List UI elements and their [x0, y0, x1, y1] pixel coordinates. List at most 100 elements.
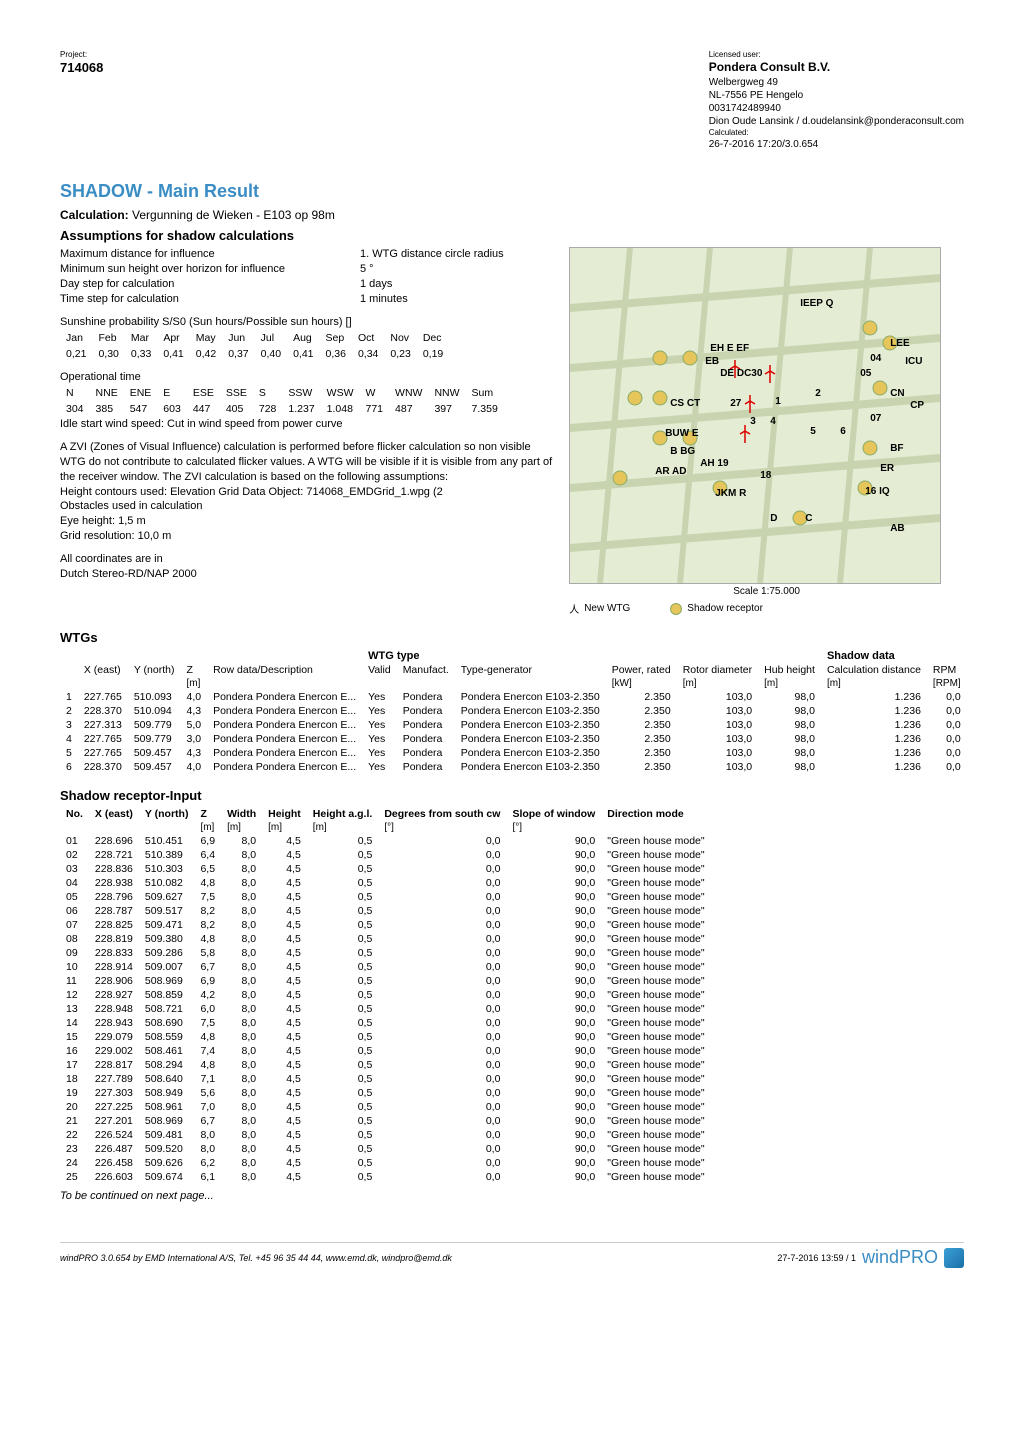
map-label: DE DC30	[720, 368, 762, 379]
table-row: 4227.765509.7793,0Pondera Pondera Enerco…	[60, 732, 967, 746]
map-label: BF	[890, 443, 903, 454]
param-label: Time step for calculation	[60, 292, 360, 307]
wtgs-title: WTGs	[60, 630, 964, 645]
optime-table: NNNEENEEESESSESSSWWSWWWNWNNWSum304385547…	[60, 385, 504, 417]
table-row: 12228.927508.8594,28,04,50,50,090,0"Gree…	[60, 988, 711, 1002]
table-row: 14228.943508.6907,58,04,50,50,090,0"Gree…	[60, 1016, 711, 1030]
map-label: ER	[880, 463, 894, 474]
coord-line: Dutch Stereo-RD/NAP 2000	[60, 567, 557, 582]
table-row: 13228.948508.7216,08,04,50,50,090,0"Gree…	[60, 1002, 711, 1016]
calculation-value: Vergunning de Wieken - E103 op 98m	[132, 208, 335, 222]
shadow-receptor-title: Shadow receptor-Input	[60, 788, 964, 803]
param-row: Time step for calculation1 minutes	[60, 292, 557, 307]
sr-col-slope: Slope of window	[506, 807, 601, 821]
map-legend: 人New WTG Shadow receptor	[569, 601, 964, 616]
project-block: Project: 714068	[60, 50, 103, 151]
map-label: EB	[705, 356, 719, 367]
table-row: 2228.370510.0944,3Pondera Pondera Enerco…	[60, 704, 967, 718]
calculated-ts: 26-7-2016 17:20/3.0.654	[709, 138, 964, 151]
col-hub: Hub height	[758, 663, 821, 677]
table-row: 10228.914509.0076,78,04,50,50,090,0"Gree…	[60, 960, 711, 974]
footer-left: windPRO 3.0.654 by EMD International A/S…	[60, 1253, 452, 1263]
map-label: D	[770, 513, 777, 524]
zvi-line: Obstacles used in calculation	[60, 499, 557, 514]
col-calc: Calculation distance	[821, 663, 927, 677]
table-row: 04228.938510.0824,88,04,50,50,090,0"Gree…	[60, 876, 711, 890]
sr-col-z: Z	[194, 807, 221, 821]
licensed-phone: 0031742489940	[709, 102, 964, 115]
map-label: IEEP Q	[800, 298, 833, 309]
table-row: 05228.796509.6277,58,04,50,50,090,0"Gree…	[60, 890, 711, 904]
map-label: 18	[760, 470, 771, 481]
param-row: Day step for calculation1 days	[60, 277, 557, 292]
table-row: 23226.487509.5208,08,04,50,50,090,0"Gree…	[60, 1142, 711, 1156]
table-row: 19227.303508.9495,68,04,50,50,090,0"Gree…	[60, 1086, 711, 1100]
licensed-addr2: NL-7556 PE Hengelo	[709, 89, 964, 102]
zvi-line: Height contours used: Elevation Grid Dat…	[60, 485, 557, 500]
coord-line: All coordinates are in	[60, 552, 557, 567]
table-row: 25226.603509.6746,18,04,50,50,090,0"Gree…	[60, 1170, 711, 1184]
map-label: B BG	[670, 446, 695, 457]
map-label: JKM R	[715, 488, 746, 499]
col-row: Row data/Description	[207, 663, 362, 677]
sr-col-y: Y (north)	[139, 807, 195, 821]
table-row: 06228.787509.5178,28,04,50,50,090,0"Gree…	[60, 904, 711, 918]
map-label: CN	[890, 388, 904, 399]
table-row: 02228.721510.3896,48,04,50,50,090,0"Gree…	[60, 848, 711, 862]
map-label: 3	[750, 416, 756, 427]
map-label: ICU	[905, 356, 922, 367]
table-row: 21227.201508.9696,78,04,50,50,090,0"Gree…	[60, 1114, 711, 1128]
map-label: CP	[910, 400, 924, 411]
calculation-line: Calculation: Vergunning de Wieken - E103…	[60, 208, 964, 222]
col-rpm: RPM	[927, 663, 967, 677]
licensed-name: Pondera Consult B.V.	[709, 60, 964, 76]
table-row: 11228.906508.9696,98,04,50,50,090,0"Gree…	[60, 974, 711, 988]
receptor-icon	[670, 603, 682, 615]
col-z: Z	[180, 663, 207, 677]
map-label: 16 IQ	[865, 486, 889, 497]
map-image: IEEP Q EH E EF EB DE DC30 CS CT BUW E B …	[569, 247, 941, 584]
map-label: 6	[840, 426, 846, 437]
windpro-logo: windPRO	[862, 1247, 938, 1268]
param-value: 1 days	[360, 277, 557, 292]
sunprob-table: JanFebMarAprMayJunJulAugSepOctNovDec0,21…	[60, 330, 449, 362]
col-valid: Valid	[362, 663, 397, 677]
calculated-label: Calculated:	[709, 128, 964, 138]
licensed-addr1: Welbergweg 49	[709, 76, 964, 89]
assumptions-title: Assumptions for shadow calculations	[60, 228, 964, 243]
zvi-line: Grid resolution: 10,0 m	[60, 529, 557, 544]
table-row: 22226.524509.4818,08,04,50,50,090,0"Gree…	[60, 1128, 711, 1142]
wtg-table: WTG type Shadow data X (east) Y (north) …	[60, 649, 967, 774]
table-row: 01228.696510.4516,98,04,50,50,090,0"Gree…	[60, 834, 711, 848]
map-label: AB	[890, 523, 904, 534]
table-row: 08228.819509.3804,88,04,50,50,090,0"Gree…	[60, 932, 711, 946]
table-row: 16229.002508.4617,48,04,50,50,090,0"Gree…	[60, 1044, 711, 1058]
col-manuf: Manufact.	[397, 663, 455, 677]
map-label: C	[805, 513, 812, 524]
table-row: 3227.313509.7795,0Pondera Pondera Enerco…	[60, 718, 967, 732]
map-label: 5	[810, 426, 816, 437]
calculation-label: Calculation:	[60, 208, 129, 222]
sunprob-label: Sunshine probability S/S0 (Sun hours/Pos…	[60, 315, 557, 330]
param-label: Minimum sun height over horizon for infl…	[60, 262, 360, 277]
map-label: BUW E	[665, 428, 698, 439]
table-row: 09228.833509.2865,88,04,50,50,090,0"Gree…	[60, 946, 711, 960]
shadow-data-header: Shadow data	[821, 649, 967, 663]
map-label: 1	[775, 396, 781, 407]
zvi-line: Eye height: 1,5 m	[60, 514, 557, 529]
map-label: 05	[860, 368, 871, 379]
idle-line: Idle start wind speed: Cut in wind speed…	[60, 417, 557, 432]
scale-label: Scale 1:75.000	[569, 586, 964, 597]
map-label: 07	[870, 413, 881, 424]
param-value: 1 minutes	[360, 292, 557, 307]
table-row: 17228.817508.2944,88,04,50,50,090,0"Gree…	[60, 1058, 711, 1072]
table-row: 24226.458509.6266,28,04,50,50,090,0"Gree…	[60, 1156, 711, 1170]
page-header: Project: 714068 Licensed user: Pondera C…	[60, 50, 964, 151]
map-column: IEEP Q EH E EF EB DE DC30 CS CT BUW E B …	[569, 247, 964, 616]
sr-col-w: Width	[221, 807, 262, 821]
table-row: 1227.765510.0934,0Pondera Pondera Enerco…	[60, 690, 967, 704]
sr-col-hagl: Height a.g.l.	[307, 807, 379, 821]
param-label: Maximum distance for influence	[60, 247, 360, 262]
wtg-type-header: WTG type	[362, 649, 606, 663]
sr-col-no: No.	[60, 807, 89, 821]
